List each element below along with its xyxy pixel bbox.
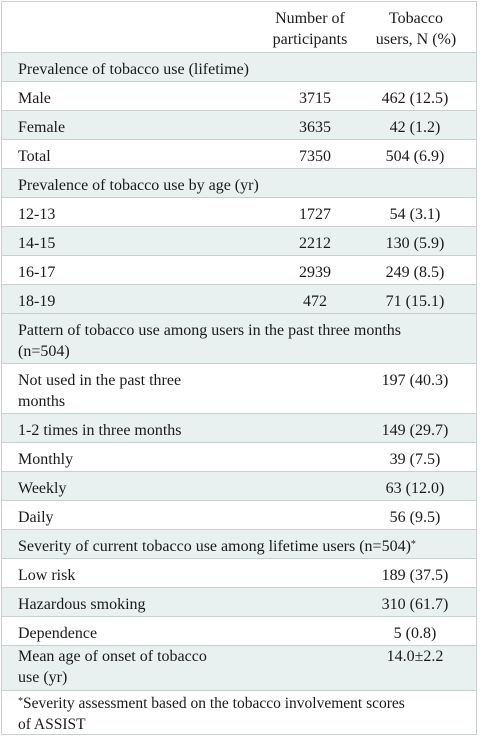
row-label-line2: months: [18, 393, 66, 410]
table-row: 1-2 times in three months 149 (29.7): [2, 413, 476, 442]
row-users: 54 (3.1): [389, 206, 441, 223]
table-row: 18-19 472 71 (15.1): [2, 284, 476, 313]
row-label: 14-15: [18, 235, 56, 252]
row-label: Monthly: [18, 451, 74, 468]
row-label: Daily: [18, 509, 54, 526]
table-row: Dependence 5 (0.8): [2, 616, 476, 645]
row-label: Male: [18, 90, 51, 107]
table-row: Total 7350 504 (6.9): [2, 139, 476, 168]
row-users: 149 (29.7): [381, 422, 449, 439]
row-users: 249 (8.5): [385, 264, 445, 281]
row-users: 197 (40.3): [381, 372, 449, 389]
row-label: Hazardous smoking: [18, 596, 146, 613]
row-label-line1: Not used in the past three: [18, 372, 182, 389]
row-users: 504 (6.9): [385, 148, 445, 165]
row-label: Low risk: [18, 567, 76, 584]
table-row: 16-17 2939 249 (8.5): [2, 255, 476, 284]
row-users: 71 (15.1): [385, 293, 445, 310]
section-title: Prevalence of tobacco use (lifetime): [18, 61, 249, 78]
table-header: Number of participants Tobacco users, N …: [2, 2, 476, 52]
col-header-users-line1: Tobacco: [389, 10, 443, 27]
row-label: 16-17: [18, 264, 56, 281]
section-header: Pattern of tobacco use among users in th…: [2, 313, 476, 363]
row-label-line1: Mean age of onset of tobacco: [18, 648, 207, 665]
section-title: Severity of current tobacco use among li…: [18, 536, 468, 557]
row-users: 462 (12.5): [381, 90, 449, 107]
table-row: Female 3635 42 (1.2): [2, 110, 476, 139]
row-label: Mean age of onset of tobacco use (yr): [18, 646, 248, 688]
row-participants: 3715: [299, 90, 331, 107]
footnote-line1: Severity assessment based on the tobacco…: [23, 695, 405, 712]
row-participants: 7350: [299, 148, 331, 165]
row-users: 5 (0.8): [393, 625, 437, 642]
row-label-line2: use (yr): [18, 669, 68, 686]
table-row: Hazardous smoking 310 (61.7): [2, 587, 476, 616]
col-header-users: Tobacco users, N (%): [354, 8, 476, 50]
col-header-users-line2: users, N (%): [375, 31, 457, 48]
row-label: Weekly: [18, 480, 67, 497]
row-label: 12-13: [18, 206, 56, 223]
table-row: Male 3715 462 (12.5): [2, 81, 476, 110]
section-title: Prevalence of tobacco use by age (yr): [18, 177, 259, 194]
row-participants: 472: [303, 293, 327, 310]
row-label: Female: [18, 119, 66, 136]
table-row: Mean age of onset of tobacco use (yr) 14…: [2, 645, 476, 690]
footnote-marker: *: [410, 539, 416, 550]
section-header: Severity of current tobacco use among li…: [2, 529, 476, 558]
table-row: Weekly 63 (12.0): [2, 471, 476, 500]
row-users: 39 (7.5): [389, 451, 441, 468]
row-participants: 3635: [299, 119, 331, 136]
table-row: Monthly 39 (7.5): [2, 442, 476, 471]
section-title-line2: (n=504): [18, 343, 70, 360]
row-users: 56 (9.5): [389, 509, 441, 526]
footnote-line2: of ASSIST: [18, 716, 86, 733]
section-title-line1: Pattern of tobacco use among users in th…: [18, 322, 402, 339]
section-header: Prevalence of tobacco use by age (yr): [2, 168, 476, 197]
section-title: Pattern of tobacco use among users in th…: [18, 320, 468, 362]
col-header-participants: Number of participants: [260, 8, 360, 50]
col-header-participants-line2: participants: [272, 31, 348, 48]
row-label: Dependence: [18, 625, 98, 642]
row-label: 1-2 times in three months: [18, 422, 182, 439]
table-row: 12-13 1727 54 (3.1): [2, 197, 476, 226]
row-users: 130 (5.9): [385, 235, 445, 252]
row-users: 14.0±2.2: [386, 648, 444, 665]
section-header: Prevalence of tobacco use (lifetime): [2, 52, 476, 81]
row-users: 189 (37.5): [381, 567, 449, 584]
row-users: 63 (12.0): [385, 480, 445, 497]
table-row: 14-15 2212 130 (5.9): [2, 226, 476, 255]
table-footnote: *Severity assessment based on the tobacc…: [2, 690, 476, 734]
table-row: Low risk 189 (37.5): [2, 558, 476, 587]
footnote-marker: *: [18, 696, 23, 707]
col-header-participants-line1: Number of: [275, 10, 345, 27]
row-users: 310 (61.7): [381, 596, 449, 613]
table-row: Not used in the past three months 197 (4…: [2, 363, 476, 413]
row-participants: 2212: [299, 235, 331, 252]
footnote-text: *Severity assessment based on the tobacc…: [18, 693, 468, 734]
row-participants: 2939: [299, 264, 331, 281]
row-users: 42 (1.2): [389, 119, 441, 136]
table-row: Daily 56 (9.5): [2, 500, 476, 529]
row-label: 18-19: [18, 293, 56, 310]
row-participants: 1727: [299, 206, 331, 223]
row-label: Total: [18, 148, 51, 165]
row-label: Not used in the past three months: [18, 370, 248, 412]
section-title-text: Severity of current tobacco use among li…: [18, 538, 411, 555]
